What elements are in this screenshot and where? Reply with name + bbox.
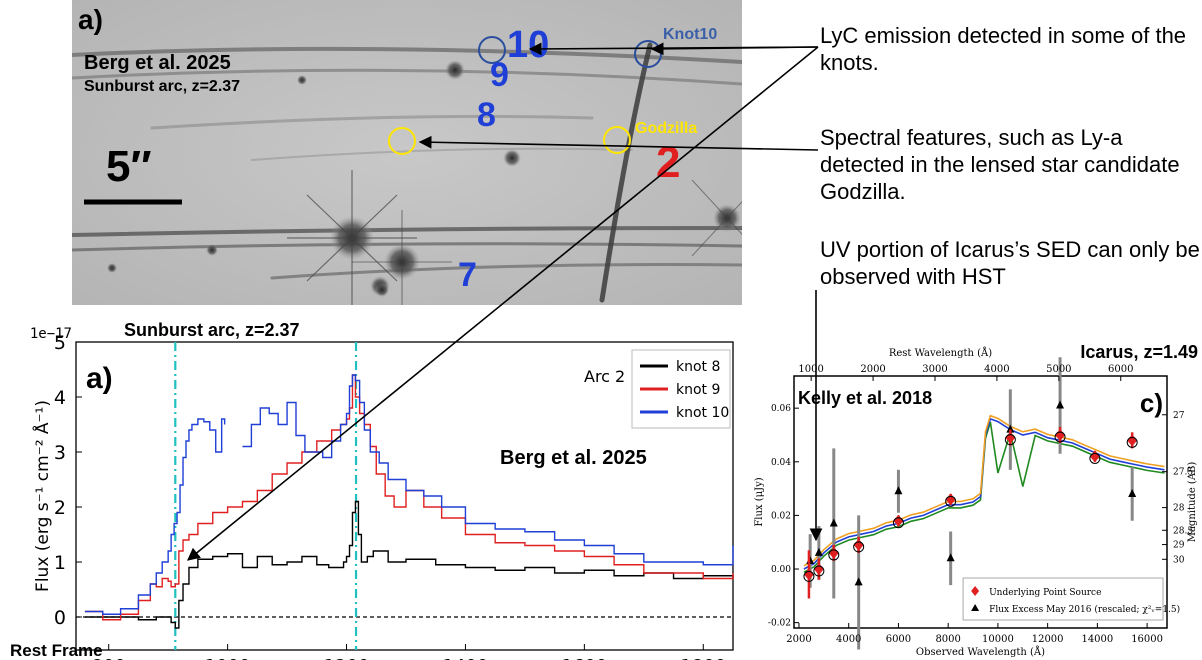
arrow-lyc-to-spectrum [188, 47, 818, 560]
arrow-spectral-to-godzilla [420, 142, 818, 150]
